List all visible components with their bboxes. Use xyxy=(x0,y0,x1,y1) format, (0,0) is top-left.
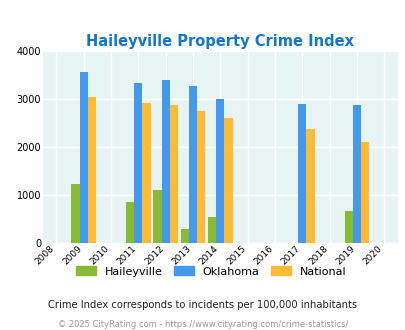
Bar xyxy=(224,118,232,243)
Bar xyxy=(153,190,161,243)
Title: Haileyville Property Crime Index: Haileyville Property Crime Index xyxy=(86,34,354,49)
Bar xyxy=(161,80,169,243)
Text: © 2025 CityRating.com - https://www.cityrating.com/crime-statistics/: © 2025 CityRating.com - https://www.city… xyxy=(58,319,347,329)
Bar xyxy=(360,142,368,243)
Bar xyxy=(188,86,196,243)
Bar xyxy=(126,202,134,243)
Bar xyxy=(196,112,205,243)
Bar xyxy=(79,72,87,243)
Bar xyxy=(297,104,306,243)
Legend: Haileyville, Oklahoma, National: Haileyville, Oklahoma, National xyxy=(76,266,345,277)
Bar xyxy=(169,105,177,243)
Bar xyxy=(134,83,142,243)
Bar xyxy=(142,103,150,243)
Bar xyxy=(87,97,96,243)
Bar xyxy=(215,99,224,243)
Bar xyxy=(207,217,215,243)
Text: Crime Index corresponds to incidents per 100,000 inhabitants: Crime Index corresponds to incidents per… xyxy=(48,300,357,310)
Bar xyxy=(71,184,79,243)
Bar xyxy=(352,105,360,243)
Bar xyxy=(306,129,314,243)
Bar xyxy=(344,211,352,243)
Bar xyxy=(180,229,188,243)
